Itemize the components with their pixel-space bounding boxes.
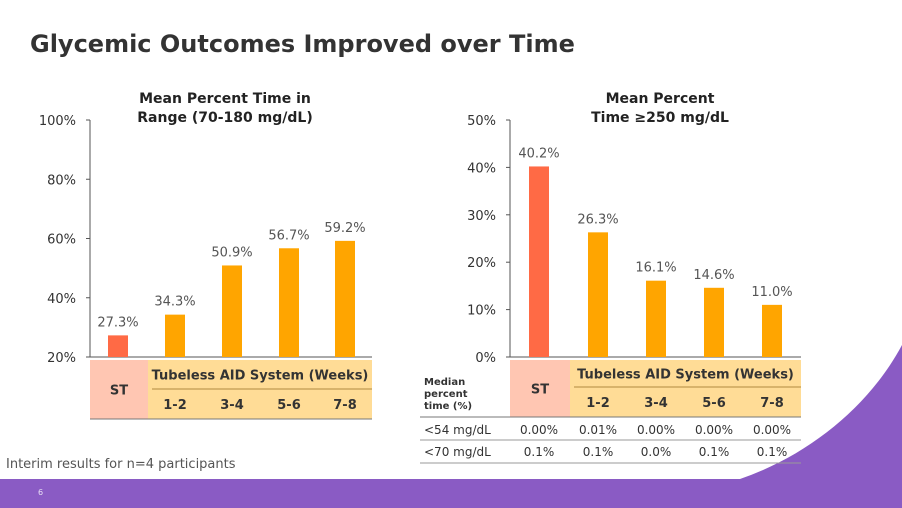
x-tick-label: 1-2	[586, 396, 610, 411]
chart1-title: Mean Percent Time in Range (70-180 mg/dL…	[110, 90, 340, 128]
bar-5-6	[279, 248, 299, 357]
table-cell: 0.00%	[520, 423, 558, 437]
row-header-label: percent	[424, 389, 468, 400]
bar-3-4	[646, 280, 666, 357]
bar-7-8	[762, 304, 782, 357]
st-label: ST	[110, 384, 128, 399]
bar-7-8	[335, 240, 355, 357]
table-cell: 0.1%	[757, 445, 788, 459]
table-cell: 0.01%	[579, 423, 617, 437]
bar-1-2	[165, 314, 185, 357]
table-cell: 0.00%	[695, 423, 733, 437]
chart1-title-line2: Range (70-180 mg/dL)	[137, 110, 313, 126]
data-label: 14.6%	[693, 268, 734, 283]
y-tick-label: 80%	[47, 173, 76, 188]
data-label: 56.7%	[268, 228, 309, 243]
group-label: Tubeless AID System (Weeks)	[577, 368, 794, 383]
y-tick-label: 20%	[467, 256, 496, 271]
chart2-title-line1: Mean Percent	[605, 91, 715, 107]
data-label: 11.0%	[751, 285, 792, 300]
x-tick-label: 5-6	[277, 398, 301, 413]
page-title: Glycemic Outcomes Improved over Time	[30, 30, 575, 58]
row-header-label: Median	[424, 377, 465, 388]
st-label: ST	[531, 383, 549, 398]
chart1-time-in-range: 20% 40% 60% 80% 100% 27.3% 34.3% 50.9% 56.7% 59.2…	[39, 114, 372, 420]
group-label: Tubeless AID System (Weeks)	[152, 369, 369, 384]
table-row-label: <54 mg/dL	[424, 423, 491, 437]
x-tick-label: 7-8	[760, 396, 784, 411]
chart2-time-above-250: 0% 10% 20% 30% 40% 50% 40.2% 26.3% 16.1% 14.6% 11.…	[420, 114, 801, 464]
footer-band	[0, 479, 902, 508]
x-tick-label: 7-8	[333, 398, 357, 413]
y-tick-label: 10%	[467, 304, 496, 319]
table-cell: 0.1%	[699, 445, 730, 459]
y-tick-label: 20%	[47, 351, 76, 366]
data-label: 27.3%	[97, 315, 138, 330]
table-cell: 0.1%	[583, 445, 614, 459]
x-tick-label: 3-4	[644, 396, 668, 411]
y-tick-label: 60%	[47, 233, 76, 248]
row-header-label: time (%)	[424, 401, 472, 412]
purple-swoosh	[740, 345, 902, 479]
table-cell: 0.0%	[641, 445, 672, 459]
table-cell: 0.00%	[753, 423, 791, 437]
x-tick-label: 5-6	[702, 396, 726, 411]
y-tick-label: 40%	[467, 161, 496, 176]
chart1-title-line1: Mean Percent Time in	[139, 91, 311, 107]
bar-5-6	[704, 287, 724, 357]
chart2-title-line2: Time ≥250 mg/dL	[591, 110, 729, 126]
bar-1-2	[588, 232, 608, 357]
table-cell: 0.1%	[524, 445, 555, 459]
bar-ST	[108, 335, 128, 357]
footnote: Interim results for n=4 participants	[6, 457, 236, 472]
data-label: 50.9%	[211, 245, 252, 260]
x-tick-label: 3-4	[220, 398, 244, 413]
data-label: 40.2%	[518, 146, 559, 161]
page-number: 6	[38, 488, 44, 497]
weeks-header	[570, 360, 801, 417]
y-tick-label: 100%	[39, 114, 76, 129]
table-row-label: <70 mg/dL	[424, 445, 491, 459]
st-cell	[90, 360, 148, 419]
chart2-title: Mean Percent Time ≥250 mg/dL	[545, 90, 775, 128]
y-tick-label: 0%	[475, 351, 496, 366]
data-label: 26.3%	[577, 212, 618, 227]
table-cell: 0.00%	[637, 423, 675, 437]
bar-ST	[529, 166, 549, 357]
y-tick-label: 30%	[467, 209, 496, 224]
bar-3-4	[222, 265, 242, 357]
x-tick-label: 1-2	[163, 398, 187, 413]
y-tick-label: 40%	[47, 292, 76, 307]
data-label: 16.1%	[635, 261, 676, 276]
data-label: 59.2%	[324, 221, 365, 236]
data-label: 34.3%	[154, 295, 195, 310]
st-cell	[510, 360, 570, 417]
y-tick-label: 50%	[467, 114, 496, 129]
